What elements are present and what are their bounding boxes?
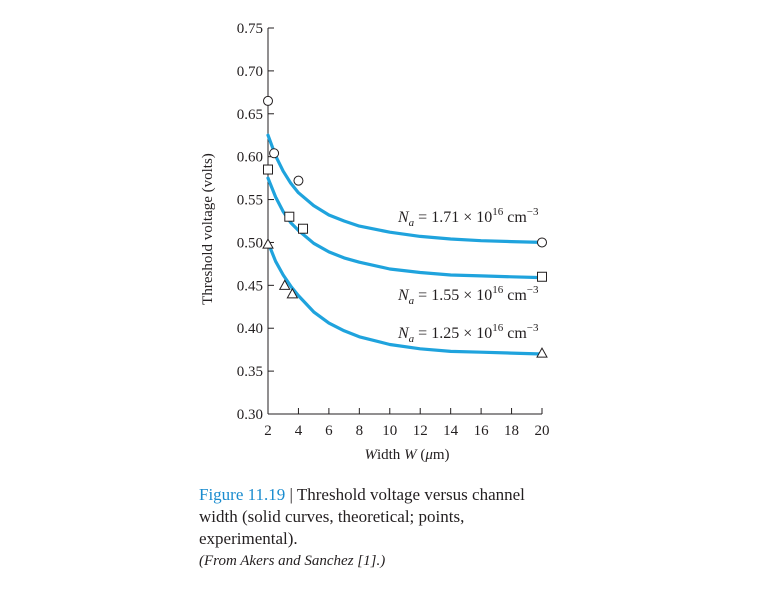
y-tick-label: 0.45: [237, 278, 263, 294]
data-point-square: [284, 211, 295, 222]
y-tick-label: 0.30: [237, 407, 263, 423]
series-label-3: Na = 1.25 × 1016 cm−3: [397, 322, 539, 345]
x-tick-label: 20: [535, 423, 550, 439]
caption-source: (From Akers and Sanchez [1].): [199, 553, 386, 569]
data-point-triangle: [286, 287, 299, 299]
figure-label: Figure 11.19: [199, 485, 286, 504]
theoretical-curve-1: [266, 133, 544, 244]
data-point-triangle: [262, 238, 274, 249]
data-point-circle: [263, 95, 273, 106]
curve-labels: Na = 1.71 × 1016 cm−3 Na = 1.55 × 1016 cm…: [397, 206, 539, 345]
x-tick-label: 8: [356, 423, 364, 439]
series-label-2: Na = 1.55 × 1016 cm−3: [397, 284, 539, 307]
x-tick-label: 12: [413, 423, 428, 439]
data-point-triangle: [278, 279, 291, 290]
chart-axes: 0.30 0.35 0.40 0.45 0.50 0.55 0.60 0.65 0.70 0.75…: [200, 21, 550, 463]
caption-separator: |: [285, 485, 297, 504]
y-tick-label: 0.55: [237, 193, 263, 209]
y-tick-label: 0.40: [237, 321, 263, 337]
x-tick-label: 10: [382, 423, 397, 439]
y-tick-label: 0.60: [237, 150, 263, 166]
caption-text: Threshold voltage versus channel width (…: [199, 485, 525, 548]
y-axis-title: Threshold voltage (volts): [200, 153, 216, 305]
experimental-points: [262, 95, 548, 358]
x-tick-label: 18: [504, 423, 519, 439]
y-tick-label: 0.75: [237, 21, 263, 37]
theoretical-curve-2: [266, 176, 544, 280]
data-point-square: [298, 223, 309, 234]
figure-caption: Figure 11.19 | Threshold voltage versus …: [199, 484, 559, 571]
x-tick-label: 6: [325, 423, 333, 439]
x-tick-label: 16: [474, 423, 490, 439]
data-point-triangle: [536, 347, 548, 358]
data-point-circle: [537, 237, 547, 248]
x-axis-title: Width W (μm): [364, 447, 449, 463]
data-point-circle: [293, 175, 304, 186]
data-point-square: [263, 164, 273, 175]
x-tick-label: 14: [443, 423, 459, 439]
x-tick-label: 2: [264, 423, 272, 439]
data-point-square: [537, 271, 547, 282]
y-tick-label: 0.70: [237, 64, 263, 80]
y-tick-label: 0.50: [237, 235, 263, 251]
x-tick-label: 4: [295, 423, 303, 439]
theoretical-curve-3: [266, 240, 544, 356]
y-tick-label: 0.65: [237, 107, 263, 123]
y-tick-label: 0.35: [237, 364, 263, 380]
series-label-1: Na = 1.71 × 1016 cm−3: [397, 206, 539, 229]
data-point-circle: [269, 148, 280, 159]
threshold-voltage-chart: 0.30 0.35 0.40 0.45 0.50 0.55 0.60 0.65 0.70 0.75…: [200, 21, 550, 463]
